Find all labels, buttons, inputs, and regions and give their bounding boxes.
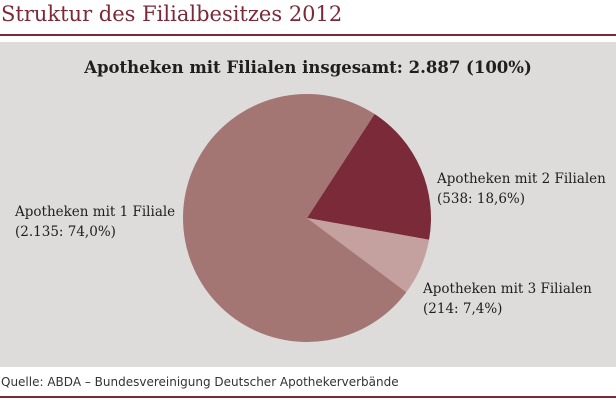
slice-label-2-filialen: Apotheken mit 2 Filialen <box>437 171 606 187</box>
slice-value-2-filialen: (538: 18,6%) <box>437 191 526 207</box>
slice-label-3-filialen: Apotheken mit 3 Filialen <box>423 281 592 297</box>
slice-value-1-filiale: (2.135: 74,0%) <box>15 224 116 240</box>
chart-title: Struktur des Filialbesitzes 2012 <box>1 2 343 26</box>
slice-1-filiale <box>183 93 407 342</box>
label-3-filialen: Apotheken mit 3 Filialen (214: 7,4%) <box>423 279 592 319</box>
source-note: Quelle: ABDA – Bundesvereinigung Deutsch… <box>1 375 399 389</box>
label-1-filiale: Apotheken mit 1 Filiale (2.135: 74,0%) <box>15 202 175 242</box>
slice-value-3-filialen: (214: 7,4%) <box>423 301 503 317</box>
bottom-divider <box>0 396 616 398</box>
label-2-filialen: Apotheken mit 2 Filialen (538: 18,6%) <box>437 169 606 209</box>
title-divider <box>0 34 616 36</box>
chart-subtitle: Apotheken mit Filialen insgesamt: 2.887 … <box>84 58 532 77</box>
slice-3-filialen <box>307 218 430 293</box>
slice-label-1-filiale: Apotheken mit 1 Filiale <box>15 204 176 220</box>
slice-2-filialen <box>307 114 431 240</box>
